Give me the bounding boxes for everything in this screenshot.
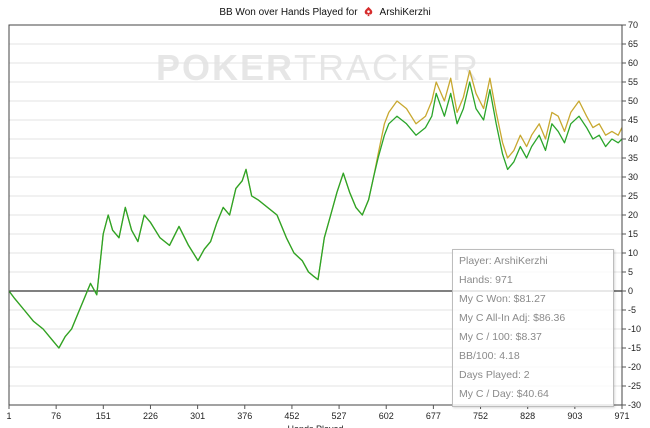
- y-tick-label: 0: [628, 286, 633, 296]
- x-tick-label: 151: [96, 411, 111, 421]
- chart-title-prefix: BB Won over Hands Played for: [219, 7, 358, 18]
- y-tick-label: 40: [628, 134, 638, 144]
- x-tick-label: 752: [473, 411, 488, 421]
- stat-days-played: Days Played: 2: [459, 369, 530, 381]
- stat-hands: Hands: 971: [459, 274, 513, 286]
- y-tick-label: -10: [628, 324, 641, 334]
- stat-won: My C Won: $81.27: [459, 293, 546, 305]
- chart-series: [8, 69, 623, 349]
- watermark-text: POKERTRACKER: [156, 47, 480, 88]
- chart-title-player: ArshiKerzhi: [379, 7, 431, 18]
- x-tick-label: 602: [379, 411, 394, 421]
- stat-per-day: My C / Day: $40.64: [459, 388, 549, 400]
- stat-bb-100: BB/100: 4.18: [459, 350, 520, 362]
- y-tick-label: -15: [628, 343, 641, 353]
- chart-title: BB Won over Hands Played for ArshiKerzhi: [0, 6, 650, 18]
- y-tick-label: 5: [628, 267, 633, 277]
- stat-allin-adj: My C All-In Adj: $86.36: [459, 312, 566, 324]
- y-axis: 7065605550454035302520151050-5-10-15-20-…: [622, 20, 641, 410]
- y-tick-label: 50: [628, 96, 638, 106]
- y-tick-label: -25: [628, 381, 641, 391]
- y-tick-label: 60: [628, 58, 638, 68]
- x-tick-label: 527: [332, 411, 347, 421]
- x-tick-label: 903: [567, 411, 582, 421]
- y-tick-label: 35: [628, 153, 638, 163]
- x-tick-label: 376: [237, 411, 252, 421]
- y-tick-label: 20: [628, 210, 638, 220]
- x-tick-label: 1: [6, 411, 11, 421]
- y-tick-label: 55: [628, 77, 638, 87]
- pokertracker-logo-icon: [365, 6, 373, 17]
- x-tick-label: 301: [190, 411, 205, 421]
- x-tick-label: 452: [284, 411, 299, 421]
- stat-per-100: My C / 100: $8.37: [459, 331, 542, 343]
- y-tick-label: 70: [628, 20, 638, 30]
- y-tick-label: -5: [628, 305, 636, 315]
- x-axis: 1 76 151 226 301 376 452 527 602 677 752 828 903 971 H…: [6, 405, 630, 428]
- y-tick-label: 30: [628, 172, 638, 182]
- series-won-line: [8, 81, 623, 349]
- y-tick-label: 25: [628, 191, 638, 201]
- y-tick-label: -30: [628, 400, 641, 410]
- y-tick-label: 65: [628, 39, 638, 49]
- stat-player: Player: ArshiKerzhi: [459, 255, 548, 267]
- x-tick-label: 828: [520, 411, 535, 421]
- y-tick-label: -20: [628, 362, 641, 372]
- y-tick-label: 10: [628, 248, 638, 258]
- x-tick-label: 226: [143, 411, 158, 421]
- y-tick-label: 45: [628, 115, 638, 125]
- x-tick-label: 677: [426, 411, 441, 421]
- x-tick-label: 76: [51, 411, 61, 421]
- player-stats-panel: Player: ArshiKerzhi Hands: 971 My C Won:…: [452, 249, 614, 407]
- x-tick-label: 971: [614, 411, 629, 421]
- watermark: POKERTRACKER: [156, 47, 480, 88]
- x-axis-label: Hands Played: [287, 424, 343, 428]
- y-tick-label: 15: [628, 229, 638, 239]
